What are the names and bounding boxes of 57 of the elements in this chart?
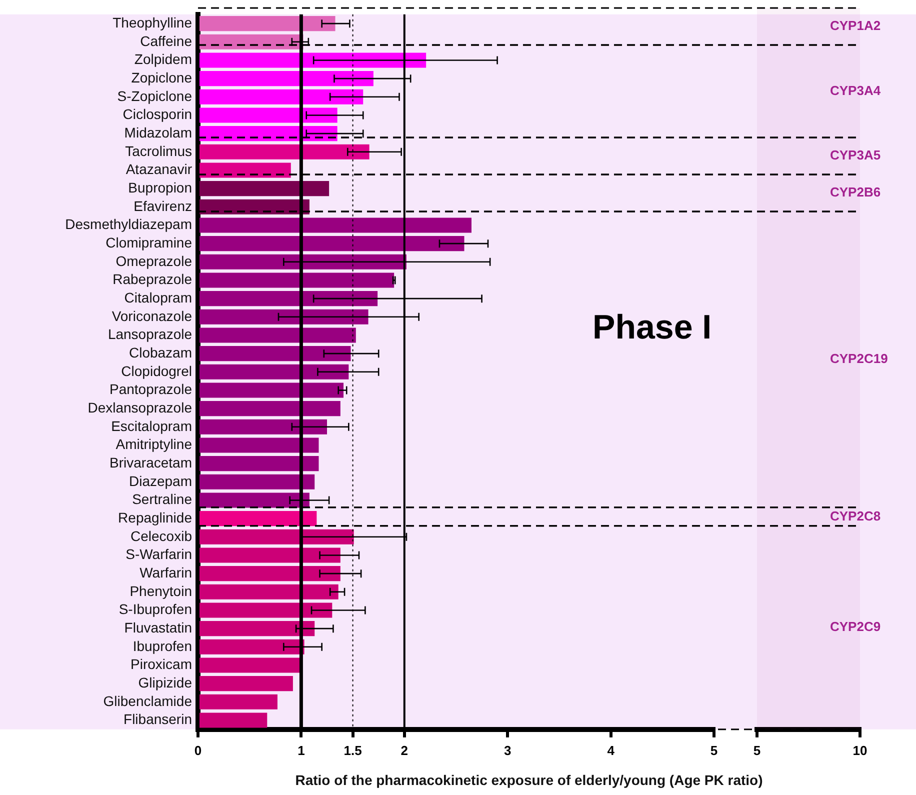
- x-tick-label: 4: [607, 742, 616, 758]
- y-tick-label: Lansoprazole: [108, 326, 192, 342]
- y-tick-label: Fluvastatin: [124, 619, 192, 636]
- y-tick-label: Clobazam: [128, 344, 192, 360]
- x-tick-label: 1: [298, 742, 305, 758]
- x-tick-label: 5: [753, 742, 761, 758]
- x-axis-title: Ratio of the pharmacokinetic exposure of elderly/young (Age PK ratio): [294, 772, 764, 788]
- y-tick-label: Phenytoin: [130, 582, 192, 599]
- y-tick-label: Clomipramine: [106, 234, 192, 250]
- y-tick-label: Piroxicam: [130, 656, 192, 672]
- y-tick-label: S-Zopiclone: [117, 88, 192, 104]
- annotation: Phase I: [592, 308, 712, 346]
- y-tick-label: Diazepam: [128, 472, 192, 489]
- y-tick-label: Celecoxib: [130, 528, 192, 544]
- y-tick-label: Efavirenz: [134, 198, 192, 214]
- y-tick-label: Ibuprofen: [132, 638, 192, 654]
- y-tick-label: Caffeine: [140, 32, 192, 49]
- y-tick-label: Repaglinide: [118, 509, 192, 526]
- y-tick-label: Zolpidem: [134, 51, 192, 68]
- y-tick-label: Zopiclone: [131, 69, 192, 86]
- y-tick-label: S-Warfarin: [126, 546, 192, 562]
- y-tick-label: Theophylline: [112, 14, 192, 30]
- band-label: CYP3A5: [830, 148, 881, 163]
- y-tick-label: Pantoprazole: [109, 381, 192, 398]
- x-tick-label: 0: [194, 742, 202, 758]
- x-tick-label: 2: [400, 742, 408, 758]
- band-label: CYP3A4: [830, 82, 882, 98]
- x-tick-label: 3: [504, 742, 512, 758]
- y-tick-label: Omeprazole: [116, 252, 192, 269]
- y-tick-label: Citalopram: [124, 289, 192, 306]
- y-tick-label: Glibenclamide: [103, 692, 192, 709]
- y-tick-label: Voriconazole: [112, 308, 192, 324]
- y-tick-label: Ciclosporin: [122, 106, 192, 122]
- y-tick-label: Tacrolimus: [125, 142, 192, 159]
- band-label: CYP2B6: [830, 184, 881, 200]
- x-tick-label: 1.5: [344, 742, 362, 758]
- y-tick-label: Flibanserin: [124, 711, 192, 728]
- y-tick-label: Bupropion: [128, 179, 192, 196]
- y-tick-label: Dexlansoprazole: [88, 399, 192, 416]
- y-tick-label: S-Ibuprofen: [118, 601, 192, 618]
- y-tick-label: Amitriptyline: [116, 436, 192, 452]
- y-tick-label: Sertraline: [132, 491, 192, 508]
- y-tick-label: Midazolam: [124, 124, 192, 140]
- y-tick-label: Glipizide: [138, 674, 192, 690]
- y-tick-label: Clopidogrel: [121, 362, 192, 379]
- y-tick-label: Warfarin: [140, 564, 192, 580]
- y-tick-label: Escitalopram: [111, 418, 192, 434]
- y-tick-label: Atazanavir: [126, 161, 192, 178]
- band-label: CYP1A2: [830, 18, 881, 34]
- band-label: CYP2C8: [830, 508, 881, 524]
- y-tick-label: Rabeprazole: [112, 271, 192, 288]
- x-tick-label: 10: [852, 742, 868, 758]
- band-label: CYP2C9: [830, 619, 881, 634]
- band-label: CYP2C19: [830, 351, 888, 366]
- y-tick-label: Brivaracetam: [110, 454, 192, 470]
- x-tick-label: 5: [710, 742, 718, 758]
- y-tick-label: Desmethyldiazepam: [65, 216, 192, 232]
